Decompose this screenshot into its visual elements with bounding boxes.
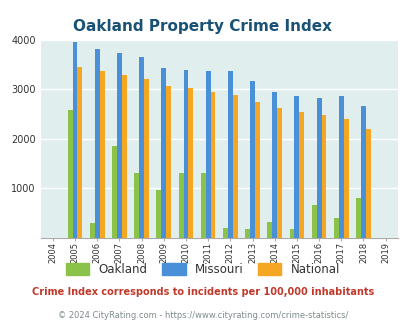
Bar bbox=[311, 205, 316, 238]
Text: © 2024 CityRating.com - https://www.cityrating.com/crime-statistics/: © 2024 CityRating.com - https://www.city… bbox=[58, 311, 347, 320]
Bar bbox=[68, 110, 72, 238]
Bar bbox=[112, 146, 117, 238]
Legend: Oakland, Missouri, National: Oakland, Missouri, National bbox=[61, 258, 344, 281]
Bar bbox=[72, 42, 77, 238]
Bar bbox=[249, 81, 254, 238]
Bar bbox=[289, 229, 294, 238]
Bar bbox=[355, 199, 360, 238]
Bar bbox=[343, 119, 348, 238]
Bar bbox=[272, 92, 277, 238]
Bar bbox=[333, 218, 338, 238]
Bar bbox=[94, 49, 99, 238]
Bar bbox=[365, 129, 370, 238]
Bar bbox=[90, 223, 94, 238]
Bar bbox=[222, 228, 227, 238]
Bar bbox=[254, 102, 259, 238]
Bar bbox=[188, 88, 193, 238]
Text: Crime Index corresponds to incidents per 100,000 inhabitants: Crime Index corresponds to incidents per… bbox=[32, 287, 373, 297]
Bar bbox=[139, 57, 144, 238]
Bar bbox=[360, 106, 365, 238]
Bar bbox=[122, 75, 126, 238]
Bar bbox=[227, 71, 232, 238]
Bar bbox=[298, 112, 303, 238]
Bar bbox=[144, 79, 149, 238]
Bar bbox=[117, 53, 121, 238]
Bar bbox=[156, 190, 161, 238]
Text: Oakland Property Crime Index: Oakland Property Crime Index bbox=[73, 19, 332, 34]
Bar bbox=[232, 95, 237, 238]
Bar bbox=[245, 229, 249, 238]
Bar bbox=[166, 86, 171, 238]
Bar bbox=[161, 68, 166, 238]
Bar bbox=[267, 222, 272, 238]
Bar bbox=[338, 96, 343, 238]
Bar bbox=[178, 173, 183, 238]
Bar bbox=[294, 96, 298, 238]
Bar bbox=[99, 71, 104, 238]
Bar bbox=[134, 173, 139, 238]
Bar bbox=[277, 108, 281, 238]
Bar bbox=[77, 67, 82, 238]
Bar bbox=[183, 70, 188, 238]
Bar bbox=[321, 115, 326, 238]
Bar bbox=[316, 98, 321, 238]
Bar bbox=[210, 92, 215, 238]
Bar bbox=[205, 71, 210, 238]
Bar bbox=[200, 173, 205, 238]
